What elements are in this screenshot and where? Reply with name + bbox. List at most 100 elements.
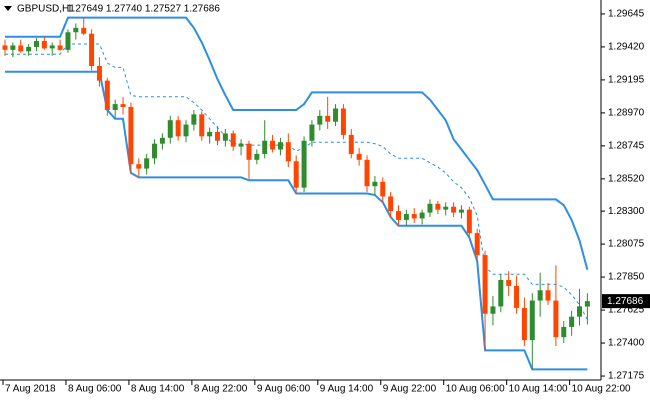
candle-body <box>577 306 583 317</box>
candle-body <box>152 143 158 159</box>
candle-body <box>120 104 126 108</box>
symbol-title: GBPUSD,H1 <box>17 4 75 15</box>
channel-upper <box>5 16 589 271</box>
y-tick-label: 1.28520 <box>608 173 645 184</box>
candle-body <box>333 108 339 122</box>
candle-body <box>451 206 457 213</box>
candle-body <box>199 114 205 137</box>
candle-body <box>246 143 252 160</box>
candle-body <box>317 115 323 125</box>
candle-body <box>270 140 276 150</box>
candle-body <box>364 159 370 187</box>
y-tick-label: 1.27850 <box>608 272 645 283</box>
y-tick-label: 1.28300 <box>608 206 645 217</box>
candle-body <box>561 326 567 338</box>
y-tick-label: 1.28075 <box>608 239 645 250</box>
candle-body <box>128 107 134 165</box>
candle-body <box>506 280 512 286</box>
candle-body <box>57 45 63 50</box>
candle-body <box>277 142 283 150</box>
candle-body <box>537 290 543 301</box>
y-tick-label: 1.27175 <box>608 371 645 382</box>
x-tick-label: 9 Aug 22:00 <box>383 384 437 395</box>
candle-body <box>293 161 299 188</box>
candle-body <box>309 124 315 141</box>
candle-body <box>144 158 150 169</box>
candle-body <box>49 45 55 49</box>
x-tick-label: 8 Aug 22:00 <box>194 384 248 395</box>
candle-body <box>301 140 307 188</box>
candle-body <box>474 233 480 256</box>
candle-body <box>18 45 24 52</box>
candle-body <box>356 153 362 160</box>
candle-body <box>435 203 441 210</box>
x-tick-label: 10 Aug 06:00 <box>446 384 505 395</box>
x-tick-label: 8 Aug 06:00 <box>68 384 122 395</box>
candle-body <box>10 45 16 50</box>
candle-body <box>33 41 39 47</box>
candle-body <box>490 306 496 314</box>
candle-body <box>214 131 220 141</box>
candle-body <box>498 280 504 307</box>
candle-body <box>521 307 527 341</box>
candle-body <box>419 212 425 219</box>
candle-body <box>159 137 165 144</box>
candle-body <box>136 164 142 169</box>
candle-body <box>403 214 409 220</box>
candle-body <box>89 33 95 66</box>
candle-body <box>529 300 535 341</box>
candle-body <box>545 290 551 301</box>
candle-body <box>96 65 102 81</box>
candle-body <box>514 285 520 308</box>
candle-body <box>584 301 590 307</box>
candle-body <box>482 255 488 314</box>
candle-body <box>262 140 268 154</box>
candle-body <box>348 134 354 154</box>
ohlc-header: 1.27649 1.27740 1.27527 1.27686 <box>67 4 220 15</box>
candle-body <box>238 143 244 147</box>
candle-body <box>73 27 79 33</box>
candle-body <box>112 104 118 110</box>
channel-middle <box>5 43 588 320</box>
candle-body <box>222 133 228 141</box>
candle-body <box>458 209 464 213</box>
candle-body <box>207 131 213 137</box>
candle-body <box>65 32 71 50</box>
candle-body <box>254 153 260 160</box>
x-tick-label: 9 Aug 14:00 <box>320 384 374 395</box>
y-tick-label: 1.29195 <box>608 75 645 86</box>
price-label: 1.27686 <box>607 296 644 307</box>
candle-body <box>325 115 331 122</box>
x-tick-label: 10 Aug 14:00 <box>509 384 568 395</box>
y-tick-label: 1.27625 <box>608 305 645 316</box>
candle-body <box>41 41 47 49</box>
candle-body <box>183 124 189 137</box>
candle-body <box>175 120 181 137</box>
candle-body <box>81 27 87 34</box>
candle-body <box>104 80 110 110</box>
y-tick-label: 1.29645 <box>608 9 645 20</box>
x-tick-label: 8 Aug 14:00 <box>131 384 185 395</box>
x-tick-label: 7 Aug 2018 <box>5 384 56 395</box>
candle-body <box>191 114 197 125</box>
candle-body <box>372 181 378 187</box>
candle-body <box>553 300 559 338</box>
x-tick-label: 10 Aug 22:00 <box>572 384 631 395</box>
candle-body <box>466 209 472 234</box>
candle-body <box>411 214 417 219</box>
menu-arrow[interactable] <box>4 6 12 11</box>
y-tick-label: 1.27400 <box>608 338 645 349</box>
candle-body <box>167 120 173 138</box>
candle-body <box>340 108 346 135</box>
y-tick-label: 1.29420 <box>608 42 645 53</box>
candle-body <box>26 46 32 52</box>
candle-body <box>388 196 394 212</box>
candle-body <box>427 203 433 213</box>
y-tick-label: 1.28970 <box>608 108 645 119</box>
candle-body <box>396 211 401 220</box>
candle-body <box>569 316 575 327</box>
price-box <box>602 294 650 309</box>
candle-body <box>230 133 236 147</box>
